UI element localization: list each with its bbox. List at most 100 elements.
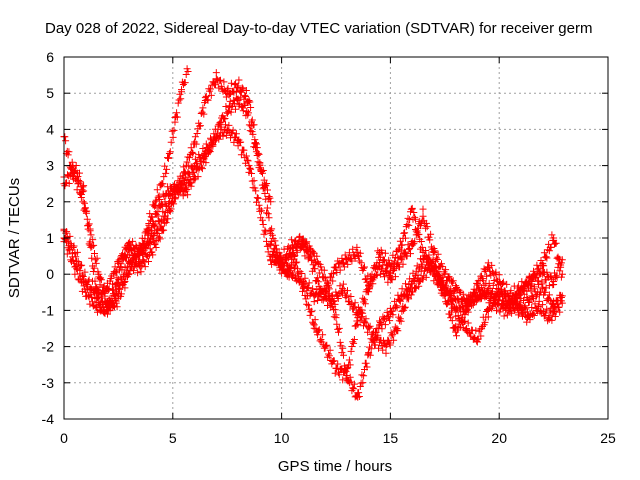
data-point: [513, 299, 521, 307]
y-tick-label: 5: [46, 85, 54, 101]
data-point: [539, 285, 547, 293]
data-point: [426, 263, 434, 271]
data-point: [93, 303, 101, 311]
data-point: [430, 248, 438, 256]
data-point: [243, 107, 251, 115]
data-point: [452, 285, 460, 293]
data-point: [164, 154, 172, 162]
data-point: [550, 277, 558, 285]
data-point: [441, 270, 449, 278]
data-point: [112, 299, 120, 307]
data-point: [376, 248, 384, 256]
data-point: [295, 238, 303, 246]
data-point: [365, 350, 373, 358]
data-point: [273, 256, 281, 264]
data-point: [114, 285, 122, 293]
data-point: [86, 227, 94, 235]
data-point: [93, 288, 101, 296]
data-point: [321, 343, 329, 351]
data-point: [80, 187, 88, 195]
x-tick-label: 25: [600, 430, 616, 446]
data-point: [371, 335, 379, 343]
data-point: [558, 256, 566, 264]
data-point: [136, 263, 144, 271]
data-point: [267, 227, 275, 235]
x-tick-label: 15: [383, 430, 399, 446]
data-point: [415, 277, 423, 285]
data-point: [321, 274, 329, 282]
data-point: [528, 277, 536, 285]
data-point: [256, 205, 264, 213]
data-point: [158, 227, 166, 235]
data-point: [151, 198, 159, 206]
y-tick-label: 1: [46, 230, 54, 246]
data-point: [201, 96, 209, 104]
data-point: [212, 75, 220, 83]
y-axis-label: SDTVAR / TECUs: [6, 178, 23, 298]
data-point: [469, 296, 477, 304]
y-tick-label: 6: [46, 49, 54, 65]
grid: [64, 57, 608, 419]
series-markers: [60, 69, 565, 318]
series-trace-f: [273, 232, 566, 357]
data-point: [397, 241, 405, 249]
y-tick-label: 3: [46, 158, 54, 174]
data-point: [480, 288, 488, 296]
data-point: [502, 306, 510, 314]
data-point: [284, 270, 292, 278]
data-point: [267, 241, 275, 249]
x-axis-label: GPS time / hours: [278, 458, 392, 475]
data-point: [71, 263, 79, 271]
data-point: [125, 241, 133, 249]
data-point: [452, 328, 460, 336]
axis-ticks: 0 5 10 15 20 25 -4 -3 -2 -1 0 1 2 3 4 5 6: [42, 49, 616, 446]
y-tick-label: 0: [46, 266, 54, 282]
data-point: [136, 248, 144, 256]
data-point: [147, 248, 155, 256]
y-tick-label: -1: [42, 302, 55, 318]
data-point: [495, 277, 503, 285]
data-point: [484, 306, 492, 314]
data-point: [360, 317, 368, 325]
y-tick-label: 4: [46, 121, 54, 137]
data-point: [164, 187, 172, 195]
data-point: [404, 292, 412, 300]
data-point: [245, 96, 253, 104]
data-point: [558, 292, 566, 300]
data-points: [60, 65, 566, 401]
x-tick-label: 5: [169, 430, 177, 446]
data-point: [145, 220, 153, 228]
data-point: [104, 306, 112, 314]
data-point: [447, 292, 455, 300]
data-point: [223, 125, 231, 133]
data-point: [436, 281, 444, 289]
x-tick-label: 0: [60, 430, 68, 446]
data-point: [125, 259, 133, 267]
data-point: [539, 259, 547, 267]
data-point: [343, 256, 351, 264]
data-point: [339, 285, 347, 293]
data-point: [267, 256, 275, 264]
data-point: [332, 314, 340, 322]
data-point: [310, 321, 318, 329]
data-point: [523, 314, 531, 322]
data-point: [458, 303, 466, 311]
data-point: [365, 285, 373, 293]
data-point: [234, 96, 242, 104]
data-point: [463, 325, 471, 332]
data-point: [245, 162, 253, 170]
data-point: [397, 256, 405, 264]
data-point: [419, 248, 427, 256]
data-point: [473, 335, 481, 343]
data-point: [114, 259, 122, 267]
data-point: [550, 234, 558, 242]
data-point: [184, 67, 192, 75]
data-point: [234, 136, 242, 144]
data-point: [328, 299, 336, 307]
data-point: [82, 288, 90, 296]
data-point: [386, 263, 394, 271]
data-point: [332, 364, 340, 372]
data-point: [147, 234, 155, 242]
data-point: [349, 303, 357, 311]
